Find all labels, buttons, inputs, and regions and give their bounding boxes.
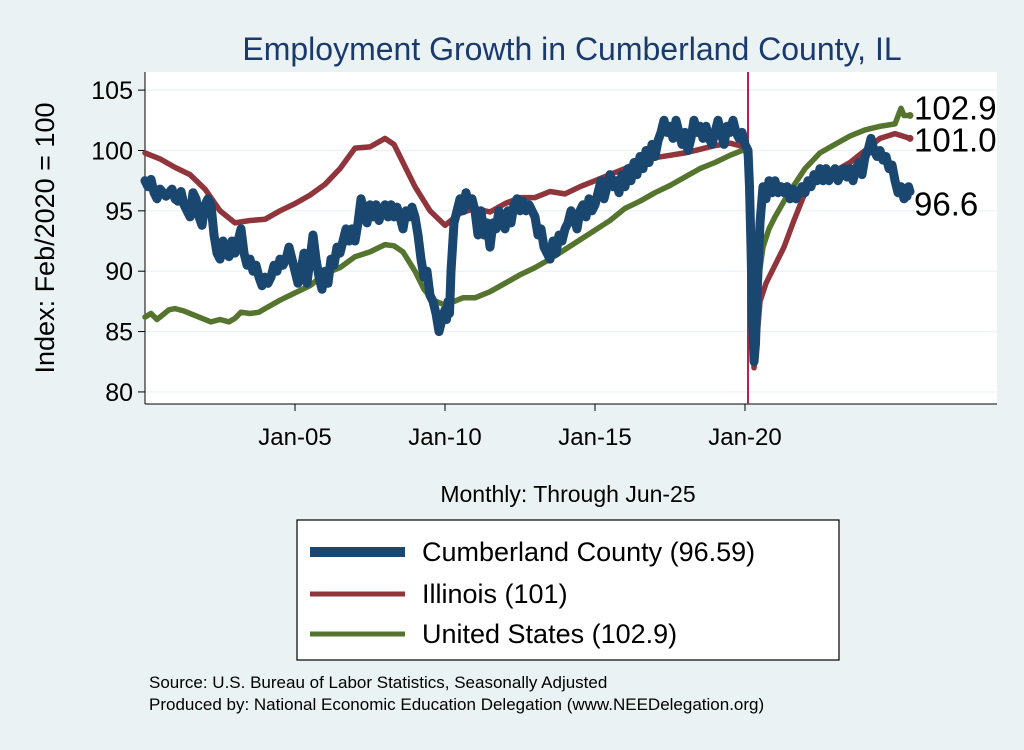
x-axis-title: Monthly: Through Jun-25 (440, 481, 695, 507)
legend-label: United States (102.9) (422, 619, 677, 649)
series-lines (140, 105, 915, 371)
series-end-marker (906, 111, 914, 119)
legend-label: Cumberland County (96.59) (422, 537, 755, 567)
series-line-1 (142, 130, 913, 371)
legend-label: Illinois (101) (422, 579, 568, 609)
source-note: Source: U.S. Bureau of Labor Statistics,… (149, 673, 607, 692)
chart-title: Employment Growth in Cumberland County, … (242, 31, 901, 67)
series-end-label: 96.6 (914, 186, 978, 223)
x-tick-label: Jan-20 (708, 424, 781, 451)
series-end-label: 101.0 (914, 121, 997, 158)
x-axis: Jan-05 Jan-10 Jan-15 Jan-20 (145, 403, 997, 451)
legend: Cumberland County (96.59) Illinois (101) U… (296, 519, 840, 661)
y-tick-label: 95 (105, 198, 133, 226)
y-axis: 80 85 90 95 100 105 (91, 72, 146, 407)
series-line-0 (140, 115, 915, 367)
series-end-marker (906, 188, 914, 196)
x-tick-label: Jan-05 (258, 424, 331, 451)
series-end-label: 102.9 (914, 89, 997, 126)
y-tick-label: 90 (105, 258, 133, 286)
y-tick-label: 100 (91, 137, 133, 165)
y-tick-label: 80 (105, 379, 133, 407)
x-tick-label: Jan-15 (558, 424, 631, 451)
x-tick-label: Jan-10 (408, 424, 481, 451)
y-tick-label: 85 (105, 319, 133, 347)
plot-area (145, 72, 997, 404)
legend-box (296, 519, 840, 661)
y-axis-title: Index: Feb/2020 = 100 (30, 103, 60, 374)
y-tick-label: 105 (91, 77, 133, 105)
produced-by-note: Produced by: National Economic Education… (149, 695, 764, 714)
series-end-marker (906, 134, 914, 142)
series-line-2 (142, 105, 913, 325)
